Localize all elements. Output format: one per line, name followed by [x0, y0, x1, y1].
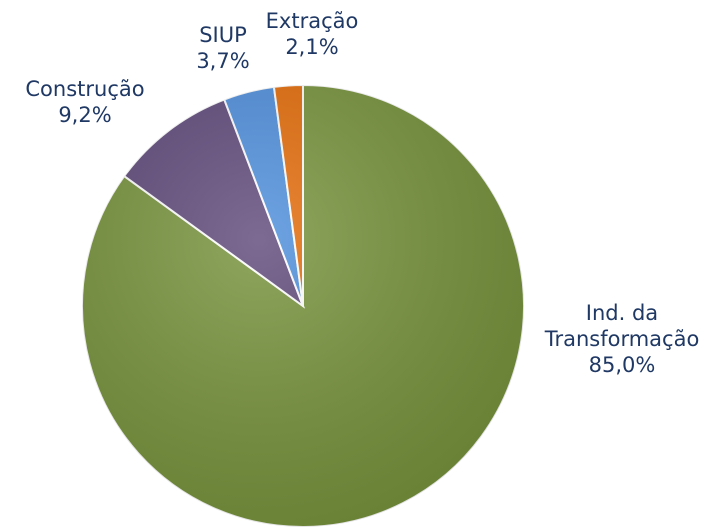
category-label: Ind. da Transformação — [544, 301, 700, 351]
slice-label: Ind. da Transformação 85,0% — [527, 300, 717, 378]
slice-label: Extração 2,1% — [266, 8, 359, 60]
value-label: 3,7% — [196, 49, 250, 73]
value-label: 2,1% — [285, 35, 339, 59]
category-label: SIUP — [199, 23, 247, 47]
slice-label: SIUP 3,7% — [196, 22, 249, 74]
category-label: Construção — [25, 77, 145, 101]
slice-label: Construção 9,2% — [25, 76, 144, 128]
category-label: Extração — [265, 9, 359, 33]
value-label: 85,0% — [588, 353, 656, 377]
value-label: 9,2% — [58, 103, 112, 127]
